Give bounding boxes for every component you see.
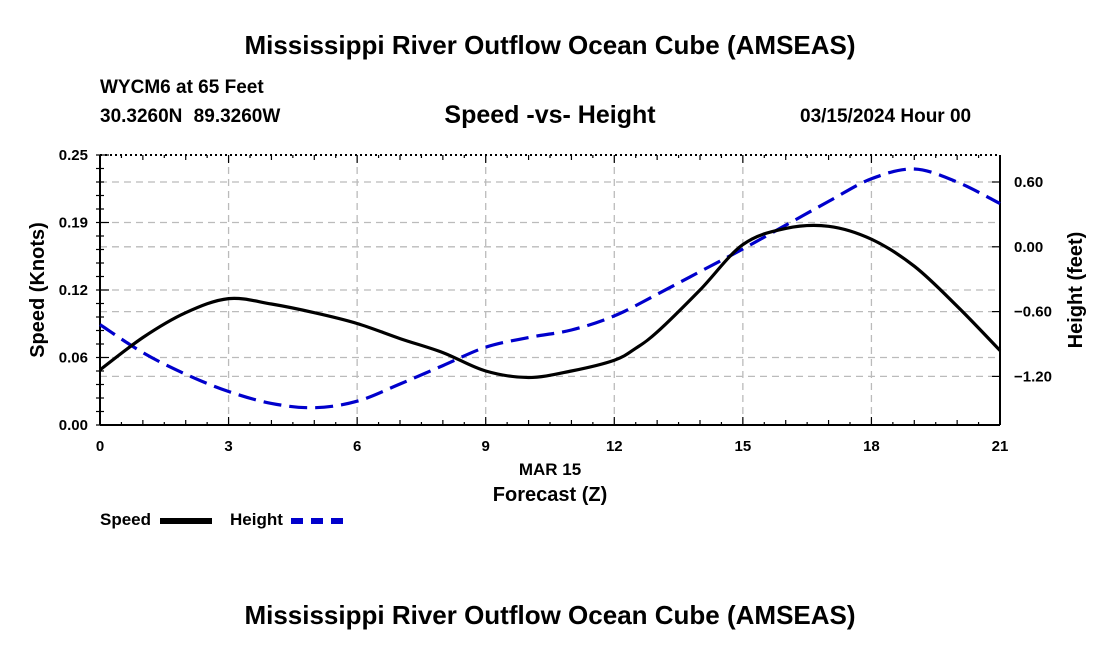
y2-axis-title: Height (feet) [1065, 232, 1087, 349]
x-tick-label: 15 [735, 438, 752, 455]
x-tick-label: 21 [992, 438, 1009, 455]
chart-title: Mississippi River Outflow Ocean Cube (AM… [244, 30, 856, 60]
y-tick-label: 0.06 [59, 350, 88, 367]
x-tick-label: 3 [224, 438, 232, 455]
y-axis-title: Speed (Knots) [27, 222, 49, 358]
legend-speed-label: Speed [100, 510, 152, 529]
footer-title: Mississippi River Outflow Ocean Cube (AM… [244, 600, 856, 630]
legend-height-swatch [291, 518, 343, 524]
chart-subtitle: Speed -vs- Height [444, 101, 656, 129]
y-tick-label: 0.19 [59, 215, 88, 232]
x-tick-label: 18 [863, 438, 880, 455]
legend-height-label: Height [230, 510, 283, 529]
y2-tick-label: −0.60 [1014, 304, 1052, 321]
x-tick-label: 6 [353, 438, 361, 455]
forecast-datetime: 03/15/2024 Hour 00 [800, 106, 972, 127]
station-label: WYCM6 at 65 Feet [100, 77, 264, 98]
speed-series-line [99, 223, 1002, 380]
y-tick-label: 0.25 [59, 147, 88, 164]
y2-tick-label: 0.60 [1014, 174, 1043, 191]
x-axis-title: Forecast (Z) [493, 484, 607, 506]
y2-tick-label: 0.00 [1014, 239, 1043, 256]
legend-speed-swatch [160, 518, 212, 524]
x-tick-label: 12 [606, 438, 623, 455]
x-date-label: MAR 15 [519, 460, 581, 479]
height-series-line [99, 167, 1001, 410]
x-tick-label: 9 [482, 438, 490, 455]
y-tick-label: 0.00 [59, 417, 88, 434]
x-tick-label: 0 [96, 438, 104, 455]
coordinates-label: 30.3260N 89.3260W [100, 106, 281, 127]
y-tick-label: 0.12 [59, 282, 88, 299]
y2-tick-label: −1.20 [1014, 368, 1052, 385]
